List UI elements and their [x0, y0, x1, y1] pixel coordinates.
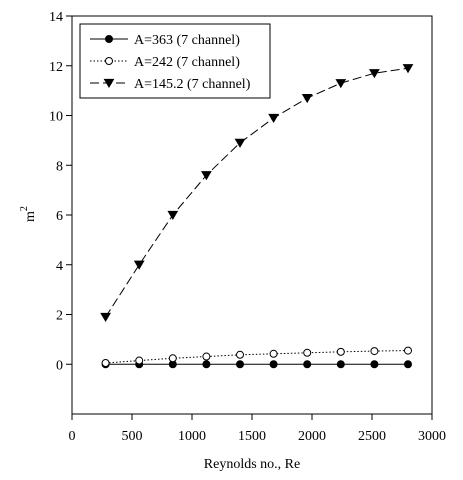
data-point [301, 93, 313, 104]
data-point [370, 347, 379, 356]
data-point [135, 356, 144, 365]
data-point [201, 171, 212, 181]
x-tick-label: 3000 [418, 429, 446, 444]
legend: A=363 (7 channel) A=242 (7 channel) A=145.… [79, 23, 271, 99]
data-point [404, 346, 412, 355]
series-1 [101, 360, 412, 369]
x-tick-label: 500 [122, 429, 143, 444]
data-point [202, 360, 211, 369]
data-point [269, 349, 278, 358]
data-point [402, 64, 414, 74]
series-3 [100, 64, 414, 323]
data-point [370, 360, 379, 369]
data-point [303, 360, 312, 369]
y-tick-label: 6 [56, 209, 63, 224]
legend-label: A=145.2 (7 channel) [134, 77, 251, 92]
y-tick-label: 2 [56, 309, 63, 324]
series-line [105, 67, 409, 318]
legend-marker [105, 57, 113, 65]
data-point [236, 360, 244, 369]
y-tick-label: 4 [56, 259, 63, 274]
legend-marker [103, 78, 115, 89]
data-point [268, 113, 279, 124]
data-point [336, 360, 345, 369]
y-tick-label: 0 [56, 358, 63, 373]
legend-label: A=242 (7 channel) [134, 55, 240, 70]
y-tick-label: 14 [49, 10, 63, 25]
data-point [269, 360, 278, 369]
series-layer [100, 64, 414, 369]
x-tick-label: 1500 [238, 429, 266, 444]
x-tick-label: 1000 [178, 429, 206, 444]
legend-item: A=145.2 (7 channel) [90, 77, 251, 92]
data-point [234, 138, 246, 148]
y-axis-label-base: m [23, 211, 38, 222]
series-line [105, 350, 409, 364]
data-point [335, 79, 347, 89]
y-axis: 0 2 4 6 8 10 12 14 [49, 10, 72, 373]
y-tick-label: 8 [56, 159, 63, 174]
y-axis-label-superscript: 2 [19, 206, 30, 211]
data-point [100, 312, 111, 323]
data-point [404, 360, 412, 369]
y-axis-label: m2 [19, 206, 38, 222]
data-point [202, 352, 211, 361]
data-point [303, 348, 312, 357]
series-2 [101, 346, 412, 368]
legend-item: A=363 (7 channel) [90, 33, 240, 48]
x-axis: 0 500 1000 1500 2000 2500 3000 [69, 414, 446, 444]
data-point [236, 350, 244, 359]
x-axis-label: Reynolds no., Re [204, 457, 300, 472]
x-tick-label: 2500 [358, 429, 386, 444]
data-point [168, 354, 177, 363]
data-point [369, 69, 380, 79]
legend-label: A=363 (7 channel) [134, 33, 240, 48]
data-point [133, 260, 145, 270]
x-tick-label: 2000 [298, 429, 326, 444]
y-tick-label: 12 [49, 60, 63, 75]
x-tick-label: 0 [69, 429, 76, 444]
data-point [336, 347, 345, 356]
legend-marker [105, 35, 113, 43]
data-point [167, 210, 179, 221]
legend-item: A=242 (7 channel) [90, 55, 240, 70]
data-point [101, 359, 110, 368]
y-tick-label: 10 [49, 110, 63, 125]
